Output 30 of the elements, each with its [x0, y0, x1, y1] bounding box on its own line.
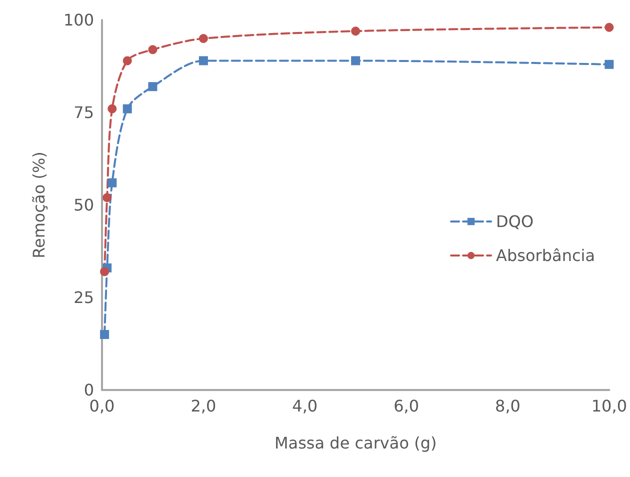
y-tick-label: 25	[74, 288, 94, 307]
x-tick-label: 0,0	[89, 396, 115, 416]
point	[198, 56, 208, 66]
point	[108, 104, 117, 114]
y-tick-label: 100	[63, 10, 94, 30]
x-tick-label: 8,0	[495, 396, 520, 416]
legend-label: DQO	[496, 212, 534, 231]
x-tick-label: 6,0	[394, 396, 420, 416]
point	[148, 45, 158, 54]
point	[108, 178, 117, 188]
y-tick-label: 0	[84, 380, 94, 400]
point	[604, 60, 614, 69]
y-tick-label: 75	[74, 103, 94, 122]
point	[122, 104, 132, 114]
y-axis-title: Remoção (%)	[30, 152, 48, 258]
y-tick-label: 50	[74, 196, 94, 214]
legend-label: Absorbância	[496, 246, 595, 265]
point	[604, 22, 614, 32]
point	[100, 267, 110, 276]
x-tick-label: 2,0	[190, 396, 216, 416]
x-tick-label: 4,0	[292, 396, 318, 416]
point	[122, 56, 132, 66]
point	[102, 193, 112, 202]
point	[148, 82, 158, 92]
point	[351, 26, 360, 36]
x-tick-label: 10,0	[591, 396, 627, 416]
point	[198, 34, 208, 43]
point	[351, 56, 360, 66]
x-axis-title: Massa de carvão (g)	[274, 434, 437, 452]
point	[100, 330, 110, 339]
